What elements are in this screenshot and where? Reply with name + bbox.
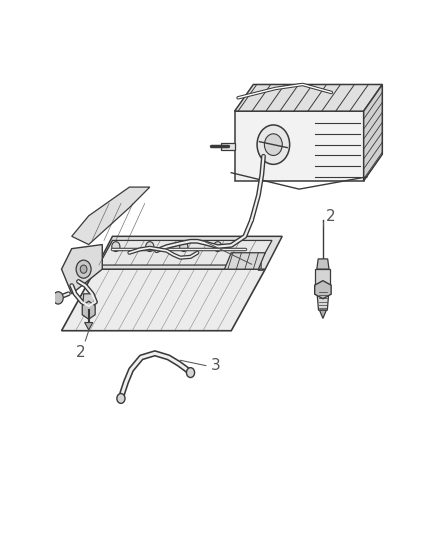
Polygon shape (95, 236, 282, 269)
Polygon shape (61, 269, 265, 330)
Text: 2: 2 (326, 209, 336, 224)
Circle shape (265, 134, 283, 156)
Polygon shape (72, 187, 150, 245)
Circle shape (112, 241, 120, 252)
Circle shape (117, 393, 125, 403)
Circle shape (53, 292, 63, 304)
Circle shape (76, 260, 91, 278)
Polygon shape (317, 259, 329, 269)
Text: 1: 1 (255, 259, 265, 274)
Polygon shape (61, 245, 102, 294)
Polygon shape (235, 84, 382, 111)
Polygon shape (320, 310, 326, 318)
Polygon shape (221, 142, 235, 150)
Text: 2: 2 (75, 345, 85, 360)
Circle shape (187, 368, 194, 377)
Circle shape (146, 241, 154, 252)
Polygon shape (317, 290, 329, 310)
Polygon shape (83, 294, 95, 310)
Polygon shape (315, 269, 330, 288)
Polygon shape (364, 84, 382, 181)
Polygon shape (314, 281, 331, 298)
Polygon shape (85, 322, 93, 330)
Circle shape (180, 241, 188, 252)
Text: 3: 3 (211, 358, 221, 373)
Polygon shape (224, 253, 265, 269)
Circle shape (214, 241, 222, 252)
Polygon shape (82, 301, 95, 319)
Polygon shape (99, 240, 272, 265)
Polygon shape (235, 111, 364, 181)
Circle shape (80, 265, 87, 273)
Circle shape (257, 125, 290, 164)
